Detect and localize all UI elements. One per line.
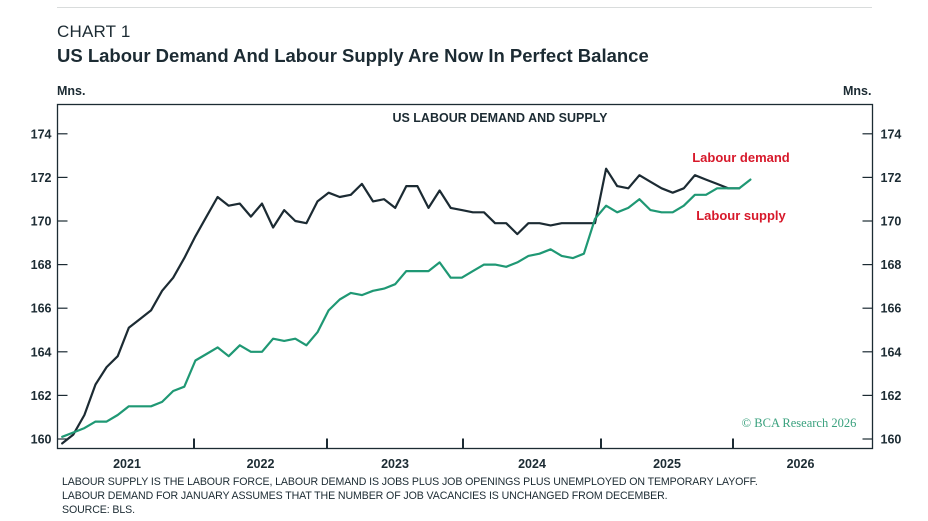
plot-frame: [56, 103, 874, 450]
y-tick-label-left: 170: [31, 215, 52, 229]
chart-headline: US Labour Demand And Labour Supply Are N…: [57, 45, 649, 66]
series-group: [61, 167, 752, 445]
watermark: © BCA Research 2026: [742, 416, 857, 430]
series-line-labour-supply: [61, 178, 752, 438]
footnote-definition: LABOUR SUPPLY IS THE LABOUR FORCE, LABOU…: [62, 476, 758, 488]
y-tick-label-left: 162: [31, 389, 52, 403]
x-tick-label: 2023: [381, 457, 409, 471]
y-tick-label-left: 166: [31, 302, 52, 316]
y-tick-label-right: 166: [881, 302, 902, 316]
x-axis: 2021 2022 2023 2024 2025 2026: [113, 438, 815, 471]
chart-title: US LABOUR DEMAND AND SUPPLY: [392, 111, 608, 125]
y-tick-label-left: 174: [31, 127, 52, 141]
y-tick-label-right: 170: [881, 215, 902, 229]
y-axis-right: 160 162 164 166 168 170 172 174: [862, 127, 902, 447]
footnotes: LABOUR SUPPLY IS THE LABOUR FORCE, LABOU…: [62, 475, 758, 517]
y-tick-label-left: 168: [31, 258, 52, 272]
y-tick-label-right: 164: [881, 345, 902, 359]
x-tick-label: 2021: [113, 457, 141, 471]
x-tick-label: 2024: [518, 457, 546, 471]
y-axis-unit-left: Mns.: [57, 84, 86, 98]
y-tick-label-right: 160: [881, 433, 902, 447]
x-tick-label: 2022: [247, 457, 275, 471]
y-tick-label-left: 160: [31, 433, 52, 447]
y-axis-left: 160 162 164 166 168 170 172 174: [31, 127, 68, 447]
annotation-labour-supply: Labour supply: [696, 208, 786, 223]
x-tick-label: 2025: [653, 457, 681, 471]
x-tick-label: 2026: [787, 457, 815, 471]
footnote-source: SOURCE: BLS.: [62, 504, 135, 516]
y-tick-label-right: 174: [881, 127, 902, 141]
annotation-labour-demand: Labour demand: [692, 150, 790, 165]
chart-kicker: CHART 1: [57, 22, 131, 41]
top-divider: [57, 7, 872, 8]
y-tick-label-right: 162: [881, 389, 902, 403]
footnote-assumption: LABOUR DEMAND FOR JANUARY ASSUMES THAT T…: [62, 490, 668, 502]
y-tick-label-left: 172: [31, 171, 52, 185]
y-tick-label-left: 164: [31, 345, 52, 359]
y-axis-unit-right: Mns.: [843, 84, 872, 98]
y-tick-label-right: 168: [881, 258, 902, 272]
series-line-labour-demand: [61, 167, 741, 445]
y-tick-label-right: 172: [881, 171, 902, 185]
